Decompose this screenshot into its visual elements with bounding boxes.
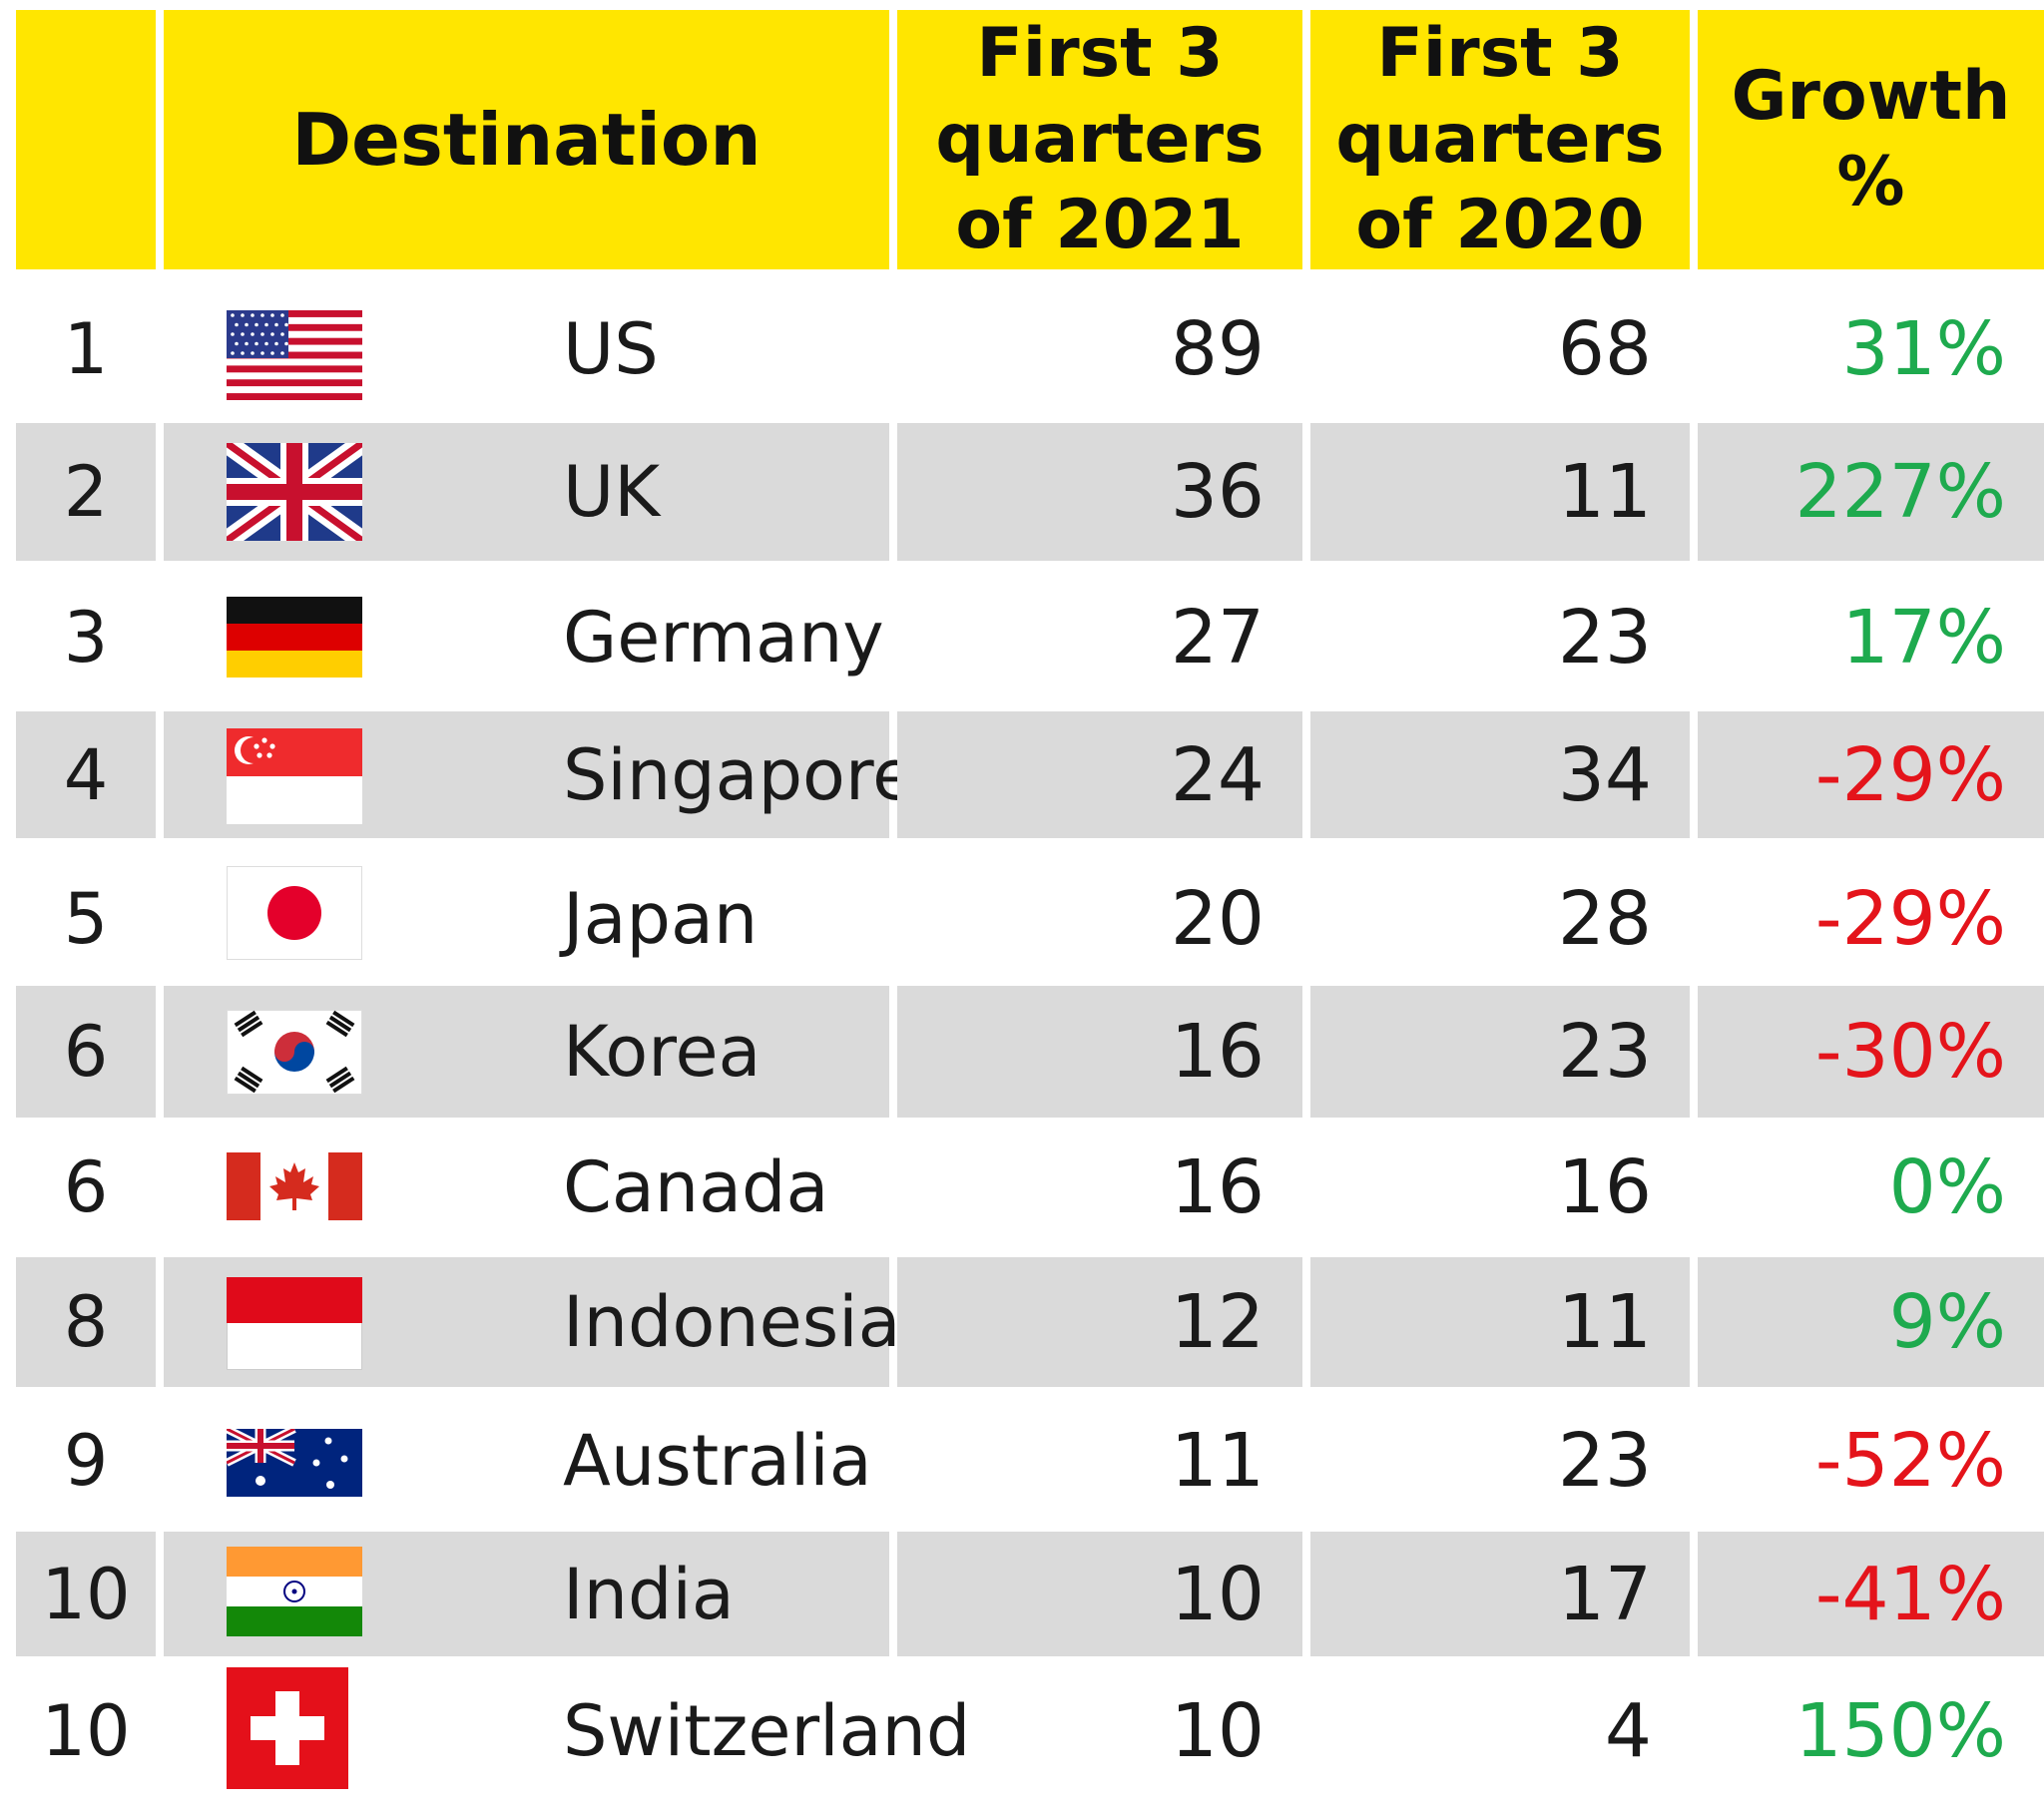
value-2021-cell: 11	[1170, 1418, 1265, 1504]
value-2020-cell: 17	[1310, 1532, 1690, 1656]
growth-cell: 227%	[1698, 423, 2044, 561]
value-2021-cell: 10	[1170, 1688, 1265, 1774]
value-2020-cell: 11	[1310, 1257, 1690, 1387]
growth-cell: -41%	[1698, 1532, 2044, 1656]
rank-cell: 2	[16, 423, 156, 561]
growth-cell: -29%	[1698, 711, 2044, 838]
value-2020-cell: 23	[1310, 986, 1690, 1118]
rank-cell: 4	[16, 711, 156, 838]
destination-cell: Australia	[563, 1420, 872, 1502]
header-growth: Growth %	[1698, 10, 2044, 269]
value-2020-cell: 23	[1557, 595, 1652, 681]
rank-cell: 9	[63, 1420, 109, 1502]
value-2020-cell: 16	[1557, 1144, 1652, 1230]
destination-cell: Germany	[563, 597, 884, 679]
growth-cell: 9%	[1698, 1257, 2044, 1387]
value-2020-cell: 34	[1310, 711, 1690, 838]
value-2021-cell: 12	[897, 1257, 1302, 1387]
value-2021-cell: 16	[897, 986, 1302, 1118]
korea-flag-icon	[227, 1010, 362, 1095]
japan-flag-icon	[227, 866, 362, 960]
value-2021-cell: 36	[897, 423, 1302, 561]
header-destination: Destination	[164, 10, 889, 269]
india-flag-icon	[227, 1547, 362, 1636]
rank-cell: 3	[63, 597, 109, 679]
rank-cell: 10	[16, 1532, 156, 1656]
australia-flag-icon	[227, 1429, 362, 1497]
canada-flag-icon	[227, 1152, 362, 1220]
growth-cell: 0%	[1888, 1144, 2006, 1230]
value-2020-cell: 4	[1604, 1688, 1652, 1774]
value-2020-cell: 68	[1557, 305, 1652, 392]
growth-cell: 31%	[1841, 305, 2006, 392]
destination-cell: US	[563, 307, 659, 390]
rank-cell: 6	[16, 986, 156, 1118]
rank-cell: 6	[63, 1146, 109, 1228]
growth-cell: 150%	[1794, 1688, 2006, 1774]
us-flag-icon	[227, 310, 362, 400]
value-2021-cell: 24	[897, 711, 1302, 838]
switzerland-flag-icon	[227, 1667, 348, 1789]
destination-cell: Canada	[563, 1146, 829, 1228]
value-2020-cell: 11	[1310, 423, 1690, 561]
value-2021-cell: 27	[1170, 595, 1265, 681]
value-2020-cell: 28	[1557, 876, 1652, 962]
destination-cell: Japan	[563, 878, 759, 960]
rank-cell: 8	[16, 1257, 156, 1387]
header-rank	[16, 10, 156, 269]
value-2021-cell: 20	[1170, 876, 1265, 962]
value-2020-cell: 23	[1557, 1418, 1652, 1504]
uk-flag-icon	[227, 443, 362, 541]
indonesia-flag-icon	[227, 1277, 362, 1370]
germany-flag-icon	[227, 597, 362, 678]
rank-cell: 1	[63, 307, 109, 390]
rank-cell: 10	[41, 1690, 131, 1772]
growth-cell: -52%	[1814, 1418, 2006, 1504]
value-2021-cell: 10	[897, 1532, 1302, 1656]
value-2021-cell: 89	[1170, 305, 1265, 392]
rank-cell: 5	[63, 878, 109, 960]
growth-cell: -29%	[1814, 876, 2006, 962]
growth-cell: 17%	[1841, 595, 2006, 681]
header-first-3-quarters-2021: First 3 quarters of 2021	[897, 10, 1302, 269]
singapore-flag-icon	[227, 728, 362, 824]
value-2021-cell: 16	[1170, 1144, 1265, 1230]
growth-cell: -30%	[1698, 986, 2044, 1118]
header-first-3-quarters-2020: First 3 quarters of 2020	[1310, 10, 1690, 269]
